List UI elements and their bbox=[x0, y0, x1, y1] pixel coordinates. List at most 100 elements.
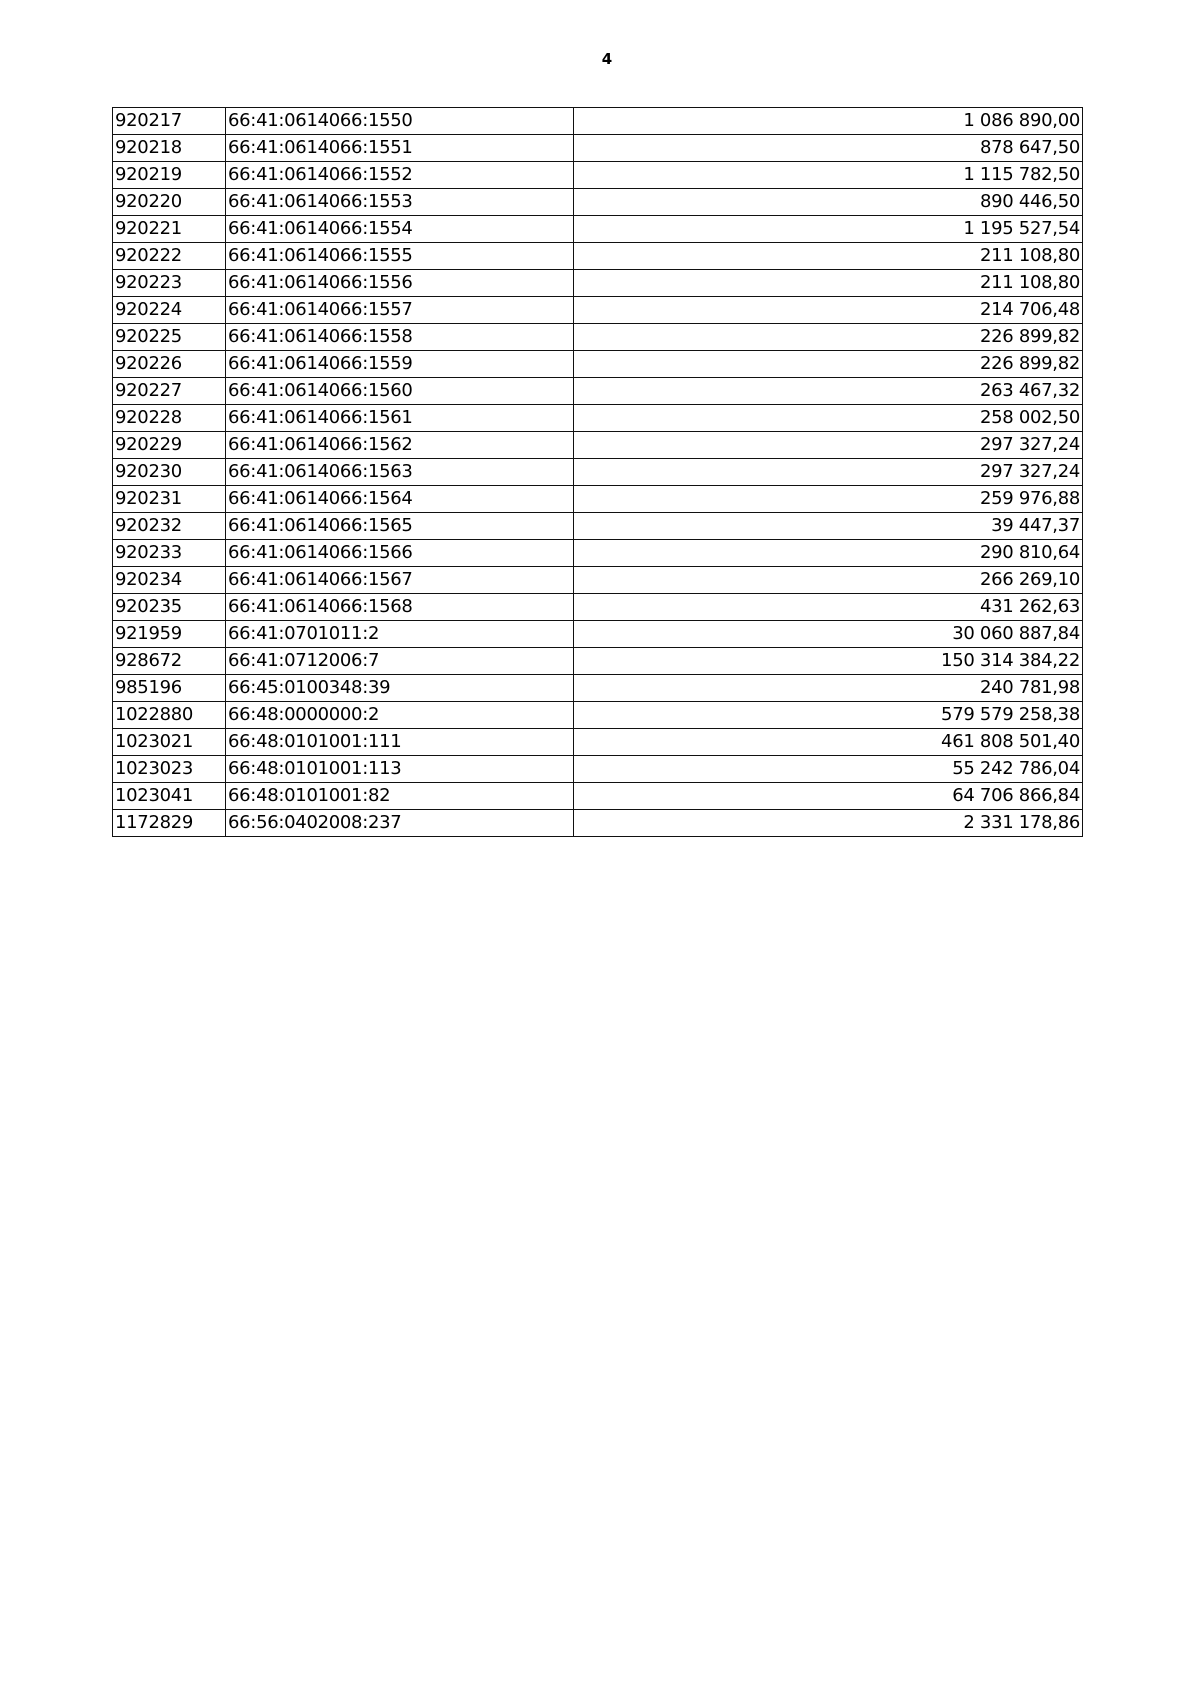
cadastral-value-cell: 226 899,82 bbox=[573, 350, 1083, 378]
table-row: 920226 66:41:0614066:1559 226 899,82 bbox=[112, 350, 1083, 378]
cadastral-number-cell: 66:56:0402008:237 bbox=[225, 809, 574, 837]
cadastral-number-cell: 66:41:0614066:1560 bbox=[225, 377, 574, 405]
table-row: 920217 66:41:0614066:1550 1 086 890,00 bbox=[112, 107, 1083, 135]
table-row: 921959 66:41:0701011:2 30 060 887,84 bbox=[112, 620, 1083, 648]
cadastral-value-cell: 226 899,82 bbox=[573, 323, 1083, 351]
row-id-cell: 920235 bbox=[112, 593, 226, 621]
row-id-cell: 920228 bbox=[112, 404, 226, 432]
row-id-cell: 920225 bbox=[112, 323, 226, 351]
cadastral-number-cell: 66:41:0614066:1565 bbox=[225, 512, 574, 540]
cadastral-value-cell: 64 706 866,84 bbox=[573, 782, 1083, 810]
row-id-cell: 1023021 bbox=[112, 728, 226, 756]
cadastral-value-cell: 2 331 178,86 bbox=[573, 809, 1083, 837]
cadastral-number-cell: 66:41:0614066:1568 bbox=[225, 593, 574, 621]
cadastral-value-cell: 240 781,98 bbox=[573, 674, 1083, 702]
row-id-cell: 920222 bbox=[112, 242, 226, 270]
table-row: 985196 66:45:0100348:39 240 781,98 bbox=[112, 674, 1083, 702]
table-row: 920223 66:41:0614066:1556 211 108,80 bbox=[112, 269, 1083, 297]
table-row: 1023023 66:48:0101001:113 55 242 786,04 bbox=[112, 755, 1083, 783]
cadastral-value-cell: 266 269,10 bbox=[573, 566, 1083, 594]
cadastral-value-cell: 259 976,88 bbox=[573, 485, 1083, 513]
cadastral-number-cell: 66:41:0614066:1561 bbox=[225, 404, 574, 432]
row-id-cell: 1023023 bbox=[112, 755, 226, 783]
cadastral-value-cell: 214 706,48 bbox=[573, 296, 1083, 324]
cadastral-number-cell: 66:41:0614066:1556 bbox=[225, 269, 574, 297]
row-id-cell: 920220 bbox=[112, 188, 226, 216]
table-row: 1023041 66:48:0101001:82 64 706 866,84 bbox=[112, 782, 1083, 810]
table-row: 920231 66:41:0614066:1564 259 976,88 bbox=[112, 485, 1083, 513]
page-number: 4 bbox=[601, 50, 613, 68]
cadastral-value-cell: 211 108,80 bbox=[573, 269, 1083, 297]
row-id-cell: 1022880 bbox=[112, 701, 226, 729]
table-row: 920220 66:41:0614066:1553 890 446,50 bbox=[112, 188, 1083, 216]
row-id-cell: 1023041 bbox=[112, 782, 226, 810]
table-row: 920221 66:41:0614066:1554 1 195 527,54 bbox=[112, 215, 1083, 243]
table-row: 920225 66:41:0614066:1558 226 899,82 bbox=[112, 323, 1083, 351]
cadastral-number-cell: 66:41:0614066:1564 bbox=[225, 485, 574, 513]
cadastral-number-cell: 66:41:0614066:1558 bbox=[225, 323, 574, 351]
table-row: 920235 66:41:0614066:1568 431 262,63 bbox=[112, 593, 1083, 621]
cadastral-number-cell: 66:41:0614066:1557 bbox=[225, 296, 574, 324]
table-row: 920222 66:41:0614066:1555 211 108,80 bbox=[112, 242, 1083, 270]
table-row: 920230 66:41:0614066:1563 297 327,24 bbox=[112, 458, 1083, 486]
table-row: 920228 66:41:0614066:1561 258 002,50 bbox=[112, 404, 1083, 432]
row-id-cell: 920226 bbox=[112, 350, 226, 378]
cadastral-number-cell: 66:41:0614066:1559 bbox=[225, 350, 574, 378]
cadastral-number-cell: 66:48:0101001:113 bbox=[225, 755, 574, 783]
row-id-cell: 920221 bbox=[112, 215, 226, 243]
table-row: 1022880 66:48:0000000:2 579 579 258,38 bbox=[112, 701, 1083, 729]
cadastral-value-cell: 890 446,50 bbox=[573, 188, 1083, 216]
row-id-cell: 1172829 bbox=[112, 809, 226, 837]
cadastral-number-cell: 66:41:0614066:1555 bbox=[225, 242, 574, 270]
row-id-cell: 920224 bbox=[112, 296, 226, 324]
table-row: 920218 66:41:0614066:1551 878 647,50 bbox=[112, 134, 1083, 162]
row-id-cell: 920233 bbox=[112, 539, 226, 567]
row-id-cell: 920232 bbox=[112, 512, 226, 540]
row-id-cell: 920218 bbox=[112, 134, 226, 162]
cadastral-number-cell: 66:41:0614066:1550 bbox=[225, 107, 574, 135]
table-row: 1172829 66:56:0402008:237 2 331 178,86 bbox=[112, 809, 1083, 837]
row-id-cell: 921959 bbox=[112, 620, 226, 648]
cadastral-value-cell: 297 327,24 bbox=[573, 458, 1083, 486]
cadastral-number-cell: 66:41:0614066:1567 bbox=[225, 566, 574, 594]
cadastral-value-cell: 297 327,24 bbox=[573, 431, 1083, 459]
table-row: 920219 66:41:0614066:1552 1 115 782,50 bbox=[112, 161, 1083, 189]
row-id-cell: 920234 bbox=[112, 566, 226, 594]
row-id-cell: 920223 bbox=[112, 269, 226, 297]
cadastral-number-cell: 66:41:0614066:1566 bbox=[225, 539, 574, 567]
row-id-cell: 920227 bbox=[112, 377, 226, 405]
cadastral-number-cell: 66:41:0614066:1563 bbox=[225, 458, 574, 486]
row-id-cell: 920217 bbox=[112, 107, 226, 135]
cadastral-number-cell: 66:41:0614066:1553 bbox=[225, 188, 574, 216]
row-id-cell: 928672 bbox=[112, 647, 226, 675]
cadastral-value-cell: 1 115 782,50 bbox=[573, 161, 1083, 189]
cadastral-number-cell: 66:41:0614066:1552 bbox=[225, 161, 574, 189]
cadastral-number-cell: 66:48:0101001:111 bbox=[225, 728, 574, 756]
table-body: 920217 66:41:0614066:1550 1 086 890,00 9202… bbox=[112, 107, 1083, 837]
table-row: 1023021 66:48:0101001:111 461 808 501,40 bbox=[112, 728, 1083, 756]
cadastral-value-cell: 1 195 527,54 bbox=[573, 215, 1083, 243]
cadastral-number-cell: 66:41:0712006:7 bbox=[225, 647, 574, 675]
cadastral-value-cell: 39 447,37 bbox=[573, 512, 1083, 540]
row-id-cell: 920230 bbox=[112, 458, 226, 486]
cadastral-number-cell: 66:41:0614066:1551 bbox=[225, 134, 574, 162]
table-row: 920227 66:41:0614066:1560 263 467,32 bbox=[112, 377, 1083, 405]
table-row: 928672 66:41:0712006:7 150 314 384,22 bbox=[112, 647, 1083, 675]
cadastral-value-cell: 878 647,50 bbox=[573, 134, 1083, 162]
table-row: 920234 66:41:0614066:1567 266 269,10 bbox=[112, 566, 1083, 594]
cadastral-value-cell: 461 808 501,40 bbox=[573, 728, 1083, 756]
cadastral-value-cell: 290 810,64 bbox=[573, 539, 1083, 567]
row-id-cell: 920231 bbox=[112, 485, 226, 513]
table-row: 920232 66:41:0614066:1565 39 447,37 bbox=[112, 512, 1083, 540]
cadastral-number-cell: 66:41:0614066:1562 bbox=[225, 431, 574, 459]
cadastral-number-cell: 66:48:0101001:82 bbox=[225, 782, 574, 810]
cadastral-value-cell: 55 242 786,04 bbox=[573, 755, 1083, 783]
row-id-cell: 985196 bbox=[112, 674, 226, 702]
cadastral-value-cell: 579 579 258,38 bbox=[573, 701, 1083, 729]
cadastral-value-cell: 258 002,50 bbox=[573, 404, 1083, 432]
cadastral-number-cell: 66:41:0701011:2 bbox=[225, 620, 574, 648]
cadastral-value-table: 920217 66:41:0614066:1550 1 086 890,00 9202… bbox=[112, 107, 1083, 837]
cadastral-number-cell: 66:45:0100348:39 bbox=[225, 674, 574, 702]
cadastral-value-cell: 30 060 887,84 bbox=[573, 620, 1083, 648]
cadastral-value-cell: 150 314 384,22 bbox=[573, 647, 1083, 675]
